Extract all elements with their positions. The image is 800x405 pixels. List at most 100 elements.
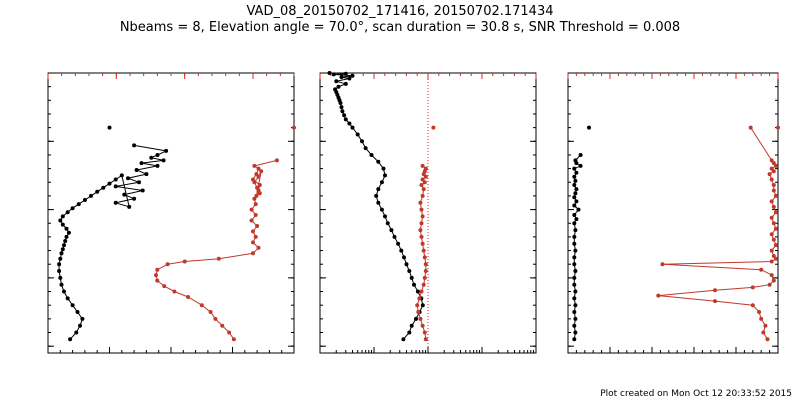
point-correlation: [750, 303, 755, 308]
point-direction: [213, 316, 218, 321]
point-correlation: [776, 125, 780, 130]
point-snr: [383, 214, 387, 219]
panel-frame: [47, 72, 295, 354]
point-direction: [216, 256, 221, 261]
point-speed: [140, 188, 145, 193]
point-speed: [144, 172, 149, 177]
point-direction: [182, 259, 187, 264]
point-residual: [572, 282, 577, 287]
point-correlation: [773, 193, 778, 198]
point-correlation: [660, 262, 665, 267]
point-vertical_velocity: [420, 193, 425, 198]
point-direction: [253, 234, 258, 239]
point-direction: [257, 183, 262, 187]
point-residual: [572, 262, 577, 267]
point-speed: [64, 234, 69, 239]
point-direction: [249, 218, 254, 223]
point-correlation: [771, 237, 776, 242]
point-direction: [165, 262, 170, 267]
point-speed: [149, 155, 154, 160]
point-residual: [573, 289, 578, 294]
point-vertical_velocity: [422, 275, 427, 280]
point-residual: [572, 195, 577, 200]
point-snr: [343, 117, 348, 122]
point-vertical_velocity: [420, 241, 425, 246]
series-line-correlation: [658, 127, 777, 340]
point-speed: [137, 180, 141, 185]
point-vertical_velocity: [418, 316, 423, 321]
point-speed: [59, 251, 64, 256]
point-correlation: [773, 226, 778, 231]
point-speed: [75, 310, 80, 314]
point-snr: [407, 330, 412, 335]
point-snr: [383, 173, 387, 178]
point-direction: [256, 174, 261, 179]
point-speed: [155, 163, 160, 168]
point-snr: [409, 323, 414, 328]
point-speed: [122, 192, 127, 197]
point-correlation: [765, 337, 770, 342]
point-speed: [62, 243, 66, 248]
point-vertical_velocity: [415, 303, 420, 308]
point-speed: [63, 239, 68, 243]
point-vertical_velocity: [416, 310, 421, 314]
point-correlation: [763, 323, 768, 328]
point-residual: [572, 183, 577, 187]
point-direction: [208, 310, 213, 314]
point-speed: [127, 204, 132, 209]
series-line-speed: [58, 144, 168, 340]
point-correlation: [767, 172, 772, 177]
point-residual: [572, 241, 577, 246]
point-residual: [572, 221, 577, 226]
point-snr: [343, 81, 348, 86]
panel-middle: [319, 71, 537, 354]
point-vertical_velocity: [419, 207, 424, 212]
point-speed: [89, 193, 93, 198]
point-snr: [327, 71, 332, 75]
point-snr: [363, 146, 368, 151]
point-direction: [254, 193, 259, 198]
point-residual: [573, 228, 578, 233]
point-direction: [155, 278, 160, 283]
point-vertical_velocity: [419, 234, 424, 239]
point-residual: [573, 316, 578, 321]
point-speed: [58, 218, 63, 223]
point-snr: [334, 79, 339, 84]
point-direction: [172, 289, 177, 294]
point-correlation: [769, 273, 774, 278]
point-direction: [251, 177, 255, 182]
point-direction: [251, 240, 255, 245]
point-snr: [340, 109, 345, 114]
point-correlation: [769, 177, 774, 182]
point-direction: [162, 284, 167, 289]
point-vertical_velocity: [420, 163, 425, 168]
point-vertical_velocity: [419, 289, 424, 294]
plot-credit: Plot created on Mon Oct 12 20:33:52 2015: [600, 389, 792, 399]
point-snr: [412, 282, 416, 287]
point-correlation: [769, 215, 774, 220]
point-snr: [376, 159, 381, 164]
point-snr: [385, 221, 390, 226]
point-residual: [573, 248, 578, 253]
point-correlation: [769, 158, 774, 163]
figure-subtitle: Nbeams = 8, Elevation angle = 70.0°, sca…: [120, 20, 680, 35]
point-snr: [355, 132, 360, 137]
point-residual: [573, 330, 578, 335]
point-speed: [60, 214, 65, 219]
point-direction: [186, 295, 191, 299]
point-correlation: [773, 163, 778, 168]
panel-right: [567, 72, 780, 354]
panels-layer: [47, 71, 780, 354]
point-correlation: [713, 288, 717, 293]
point-snr: [333, 87, 338, 92]
point-residual: [574, 187, 579, 192]
point-correlation: [713, 299, 717, 304]
point-speed: [107, 125, 112, 130]
point-correlation: [769, 232, 774, 237]
point-speed: [62, 289, 66, 294]
point-direction: [220, 323, 225, 328]
point-residual: [572, 275, 577, 280]
point-residual: [576, 207, 581, 212]
point-correlation: [771, 188, 776, 193]
